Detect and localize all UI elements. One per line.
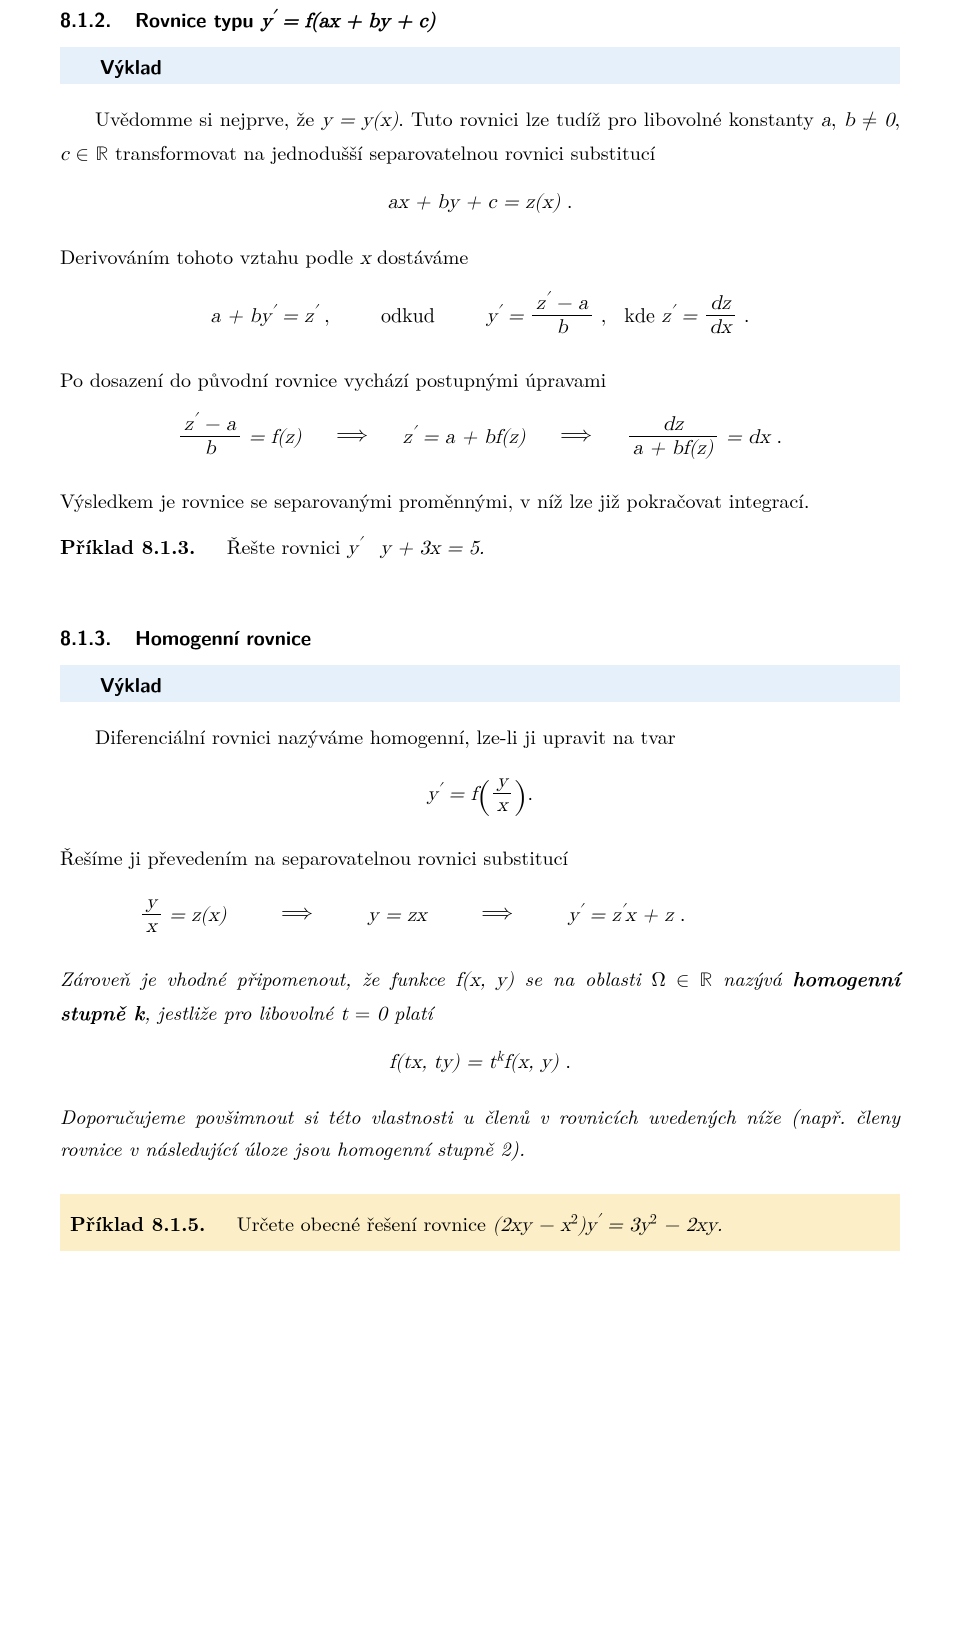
para-doporucujeme: Doporučujeme povšimnout si této vlastnos…	[60, 1100, 900, 1164]
section-number: 8.1.2.	[60, 4, 135, 33]
para-dosazeni: Po dosazení do původní rovnice vychází p…	[60, 363, 900, 395]
equation-subst2: yx = z(x) ⟹ y = zx ⟹ y′ = z′x + z .	[60, 891, 900, 938]
equation-derivative: a + by′ = z′ , odkud y′ = z′ − ab ,kde z…	[60, 292, 900, 339]
title-math: y′ = f(ax + by + c)	[261, 11, 435, 31]
section-title: Rovnice typu y′ = f(ax + by + c)	[135, 4, 435, 33]
para-resime: Řešíme ji převedením na separovatelnou r…	[60, 841, 900, 873]
section-8-1-3-header: 8.1.3. Homogenní rovnice	[60, 618, 900, 655]
equation-chain: z′ − ab = f(z) ⟹ z′ = a + bf(z) ⟹ dza + …	[60, 413, 900, 460]
vyklad-box-2: Výklad	[60, 665, 900, 702]
priklad-8-1-5-box: Příklad 8.1.5. Určete obecné řešení rovn…	[60, 1194, 900, 1251]
equation-homogenni: y′ = f (yx) .	[60, 770, 900, 817]
vyklad-box-1: Výklad	[60, 47, 900, 84]
section-title: Homogenní rovnice	[135, 622, 311, 651]
para-zaroven: Zároveň je vhodné připomenout, že funkce…	[60, 962, 900, 1030]
priklad-8-1-3: Příklad 8.1.3. Řešte rovnici y′y + 3x = …	[60, 530, 900, 564]
para-derivovanim: Derivováním tohoto vztahu podle x dostáv…	[60, 240, 900, 274]
para-vysledek: Výsledkem je rovnice se separovanými pro…	[60, 484, 900, 516]
section-8-1-2-header: 8.1.2. Rovnice typu y′ = f(ax + by + c)	[60, 0, 900, 37]
vyklad-label: Výklad	[100, 669, 162, 698]
priklad-label: Příklad 8.1.3.	[60, 531, 195, 560]
para-intro: Uvědomme si nejprve, že y = y(x). Tuto r…	[60, 102, 900, 170]
vyklad-label: Výklad	[100, 51, 162, 80]
priklad-label: Příklad 8.1.5.	[70, 1208, 205, 1237]
para-homogenni: Diferenciální rovnici nazýváme homogenní…	[60, 720, 900, 752]
equation-homog-deg: f(tx, ty) = tkf(x, y) .	[60, 1048, 900, 1076]
section-number: 8.1.3.	[60, 622, 135, 651]
equation-substitution: ax + by + c = z(x) .	[60, 188, 900, 216]
